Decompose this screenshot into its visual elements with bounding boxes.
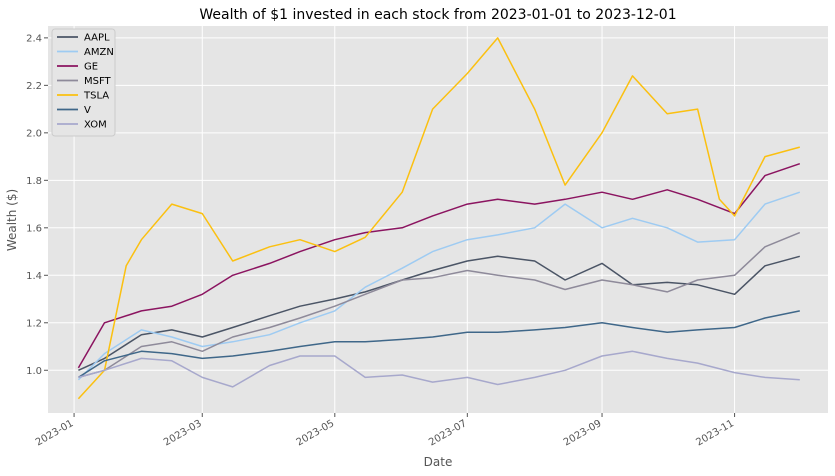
legend-label: V [84,105,91,116]
plot-area [48,26,828,413]
legend-label: GE [84,62,98,73]
series-lines [77,37,801,400]
y-axis-ticks: 1.0 1.2 1.4 1.6 1.8 2.0 2.2 2.4 [26,33,48,377]
y-axis-label: Wealth ($) [5,189,19,251]
y-tick-label: 2.4 [26,33,42,44]
legend-label: XOM [84,120,107,131]
x-axis-label: Date [424,455,453,469]
y-tick-label: 2.0 [26,128,42,139]
series-line-aapl [78,255,800,371]
series-line-v [77,310,800,379]
y-tick-label: 2.2 [26,81,42,92]
series-line-xom [78,350,800,388]
series-line-amzn [77,191,801,381]
legend-label: MSFT [84,76,112,87]
y-tick-label: 1.6 [26,223,42,234]
y-tick-label: 1.8 [26,176,42,187]
legend-label: TSLA [83,91,109,102]
y-tick-label: 1.0 [26,366,42,377]
legend-label: AMZN [84,47,114,58]
series-line-tsla [77,37,800,400]
y-tick-label: 1.2 [26,318,42,329]
series-line-ge [77,162,801,369]
chart-title: Wealth of $1 invested in each stock from… [199,7,676,23]
y-tick-label: 1.4 [26,271,42,282]
series-line-msft [78,231,801,379]
legend: AAPL AMZN GE MSFT TSLA V XOM [51,28,116,137]
legend-label: AAPL [84,33,110,44]
